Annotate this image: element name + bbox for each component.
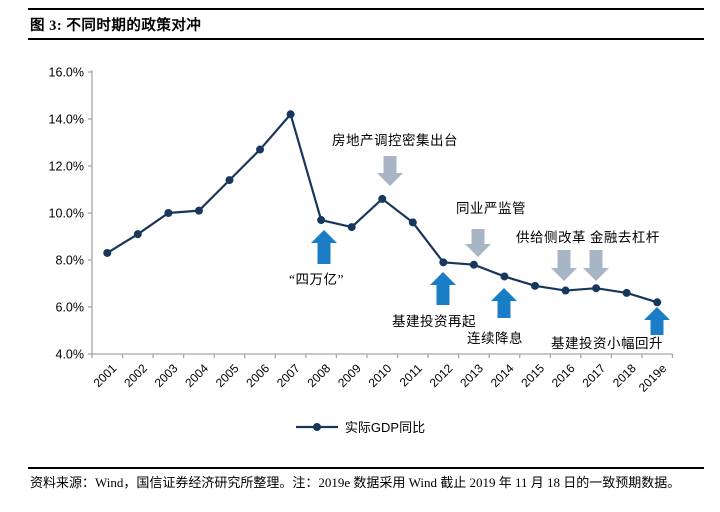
y-tick-label: 4.0% [56, 347, 85, 361]
x-year-label: 2016 [549, 361, 578, 390]
x-year-label: 2003 [152, 361, 181, 390]
footer-rule [28, 467, 704, 469]
policy-down-arrow [465, 229, 491, 257]
gdp-data-point [164, 209, 173, 217]
gdp-data-point [653, 298, 662, 307]
x-year-label: 2007 [274, 361, 303, 390]
policy-down-arrow [551, 250, 577, 281]
policy-down-arrow [377, 156, 403, 186]
source-note: 资料来源：Wind，国信证券经济研究所整理。注：2019e 数据采用 Wind … [30, 475, 681, 490]
gdp-data-point [592, 284, 601, 293]
gdp-data-point [256, 145, 265, 154]
annotation-label: 供给侧改革 金融去杠杆 [516, 230, 660, 245]
x-year-label: 2015 [518, 361, 547, 390]
gdp-data-point [194, 206, 203, 215]
policy-up-arrow [430, 272, 456, 305]
y-tick-label: 12.0% [49, 159, 84, 173]
annotation-label: “四万亿” [289, 272, 344, 287]
top-rule [28, 8, 704, 10]
gdp-data-point [347, 223, 356, 232]
x-year-label: 2014 [488, 361, 517, 390]
x-year-label: 2009 [335, 361, 364, 390]
policy-up-arrow [491, 288, 517, 318]
x-year-label: 2018 [610, 361, 639, 390]
annotation-label: 连续降息 [467, 331, 523, 346]
x-year-label: 2011 [397, 361, 425, 389]
gdp-data-point [103, 248, 112, 257]
x-year-label: 2013 [457, 361, 486, 390]
policy-up-arrow [311, 230, 337, 264]
annotation-label: 基建投资再起 [392, 314, 476, 329]
gdp-data-point [469, 260, 478, 269]
gdp-data-point [133, 230, 142, 239]
x-year-label: 2006 [243, 361, 272, 390]
legend: 实际GDP同比 [0, 417, 720, 436]
annotation-label: 基建投资小幅回升 [551, 336, 663, 351]
title-rule [28, 38, 704, 40]
gdp-data-point [439, 258, 448, 267]
x-year-label: 2004 [182, 361, 211, 390]
y-tick-label: 6.0% [56, 300, 85, 314]
annotation-label: 同业严监管 [456, 201, 526, 216]
y-tick-label: 10.0% [49, 206, 84, 220]
gdp-data-point [408, 218, 417, 227]
policy-up-arrow [644, 307, 670, 335]
gdp-data-point [531, 281, 540, 290]
annotation-label: 房地产调控密集出台 [332, 133, 458, 148]
x-year-label: 2005 [213, 361, 242, 390]
x-year-label: 2002 [121, 361, 150, 390]
gdp-data-point [561, 286, 570, 295]
x-year-label: 2012 [427, 361, 456, 390]
x-year-label: 2001 [91, 361, 120, 390]
gdp-data-point [378, 194, 387, 203]
figure-title: 图 3: 不同时期的政策对冲 [30, 18, 202, 34]
legend-label: 实际GDP同比 [344, 420, 426, 435]
x-year-label: 2017 [579, 361, 608, 390]
gdp-data-point [317, 216, 326, 225]
gdp-data-point [225, 176, 234, 185]
policy-down-arrow [583, 250, 609, 281]
gdp-data-point [622, 288, 631, 297]
y-tick-label: 16.0% [49, 65, 84, 79]
x-year-label: 2019e [636, 361, 670, 395]
x-year-label: 2010 [366, 361, 395, 390]
x-year-label: 2008 [304, 361, 333, 390]
legend-line-marker-icon [295, 422, 338, 431]
y-tick-label: 14.0% [49, 112, 84, 126]
y-tick-label: 8.0% [56, 253, 85, 267]
gdp-data-point [500, 272, 509, 281]
gdp-data-point [286, 110, 295, 119]
